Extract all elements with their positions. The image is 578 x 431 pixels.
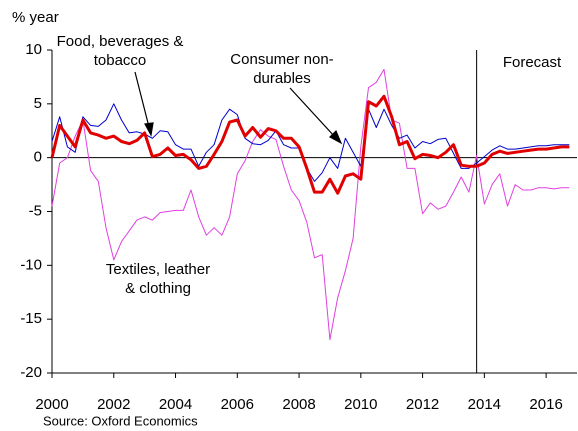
x-tick-label: 2014 [468, 396, 501, 413]
series-line [51, 68, 570, 341]
y-tick-label: 5 [34, 95, 42, 112]
annotation: Food, beverages & [57, 33, 184, 50]
source: Source: Oxford Economics [43, 413, 198, 428]
y-tick-label: 10 [25, 41, 42, 58]
y-axis-label: % year [12, 9, 59, 26]
annotation: Forecast [503, 54, 562, 71]
y-tick-label: -20 [20, 364, 42, 381]
annotation: durables [253, 70, 311, 87]
x-tick-label: 2000 [35, 396, 68, 413]
annotation: tobacco [94, 52, 147, 69]
y-tick-label: -5 [29, 202, 42, 219]
x-tick-label: 2008 [282, 396, 315, 413]
arrows [134, 71, 343, 145]
y-tick-label: -15 [20, 310, 42, 327]
x-tick-label: 2016 [529, 396, 562, 413]
annotation: & clothing [125, 280, 191, 297]
x-tick-label: 2010 [344, 396, 377, 413]
series-line [50, 94, 570, 195]
annotation: Consumer non- [230, 51, 333, 68]
x-tick-label: 2006 [221, 396, 254, 413]
x-tick-label: 2012 [406, 396, 439, 413]
annotation: Textiles, leather [106, 261, 210, 278]
y-tick-label: 0 [34, 149, 42, 166]
x-tick-label: 2002 [97, 396, 130, 413]
y-tick-label: -10 [20, 256, 42, 273]
x-tick-label: 2004 [159, 396, 192, 413]
series-line [51, 103, 570, 182]
